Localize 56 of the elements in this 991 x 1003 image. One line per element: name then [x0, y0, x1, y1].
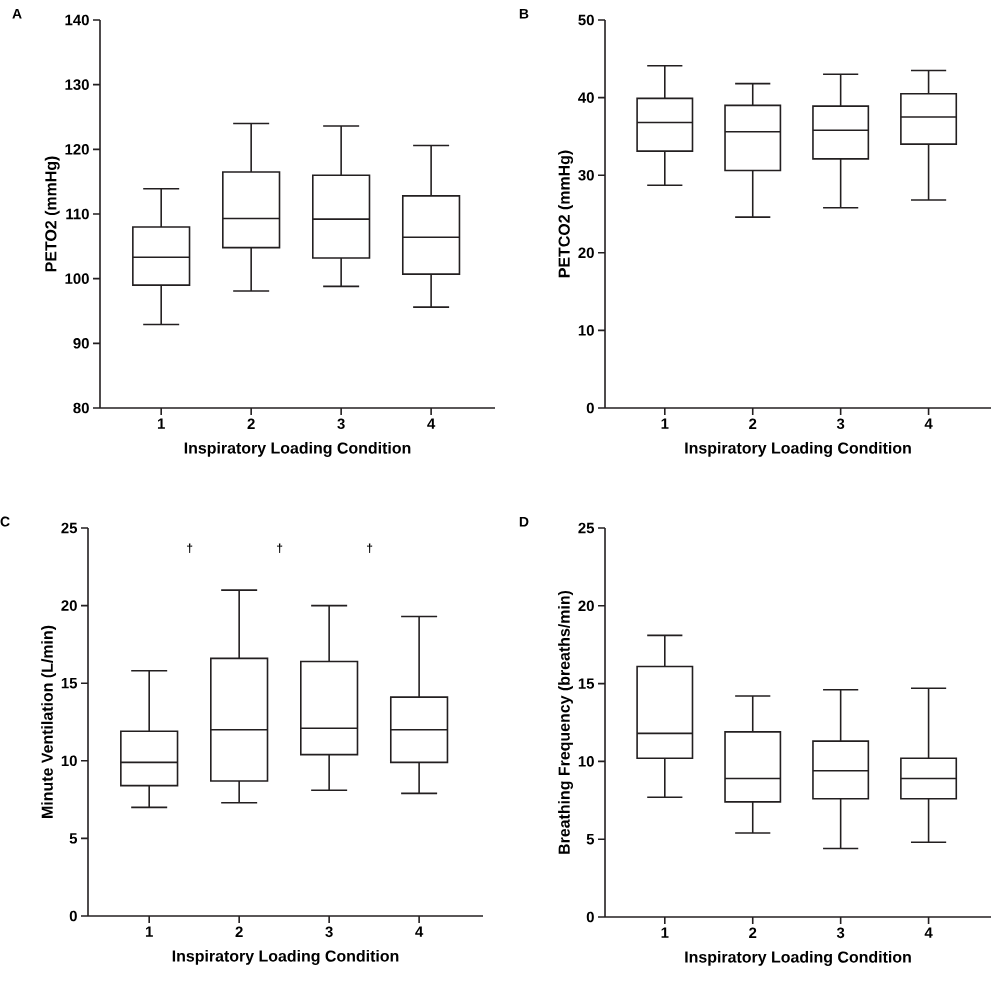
x-tick-label: 1 [145, 926, 153, 937]
x-axis-title: Inspiratory Loading Condition [172, 949, 399, 965]
y-tick-label: 30 [578, 169, 594, 181]
y-tick-label: 10 [578, 325, 594, 336]
x-axis-title: Inspiratory Loading Condition [685, 441, 911, 457]
y-tick-label: 0 [69, 910, 77, 922]
x-tick-label: 3 [325, 926, 333, 938]
y-tick-label: 15 [61, 677, 78, 689]
chart-title: C [0, 516, 10, 527]
y-tick-label: 20 [61, 600, 77, 611]
chart-title: A [12, 8, 22, 19]
y-tick-label: 0 [586, 402, 594, 414]
y-tick-label: 20 [578, 247, 594, 259]
y-tick-label: 5 [586, 833, 595, 845]
x-tick-label: 1 [157, 418, 165, 429]
annotation: † [187, 543, 193, 553]
y-tick-label: 80 [73, 402, 89, 414]
y-tick-label: 90 [73, 338, 89, 349]
y-tick-label: 40 [578, 92, 594, 103]
y-tick-label: 25 [578, 522, 595, 534]
y-tick-label: 15 [578, 678, 595, 689]
y-axis-title: PETCO2 (mmHg) [558, 150, 574, 278]
annotation: † [277, 543, 283, 553]
y-axis-title: PETO2 (mmHg) [44, 156, 60, 272]
y-tick-label: 20 [578, 600, 594, 612]
x-axis-title: Inspiratory Loading Condition [685, 950, 911, 966]
x-tick-label: 1 [661, 418, 669, 429]
y-tick-label: 0 [586, 911, 594, 923]
x-tick-label: 3 [836, 418, 845, 430]
x-tick-label: 2 [247, 418, 255, 429]
x-tick-label: 4 [415, 926, 424, 937]
x-tick-label: 3 [836, 927, 845, 939]
y-axis-title: Breathing Frequency (breaths/min) [558, 590, 574, 854]
y-tick-label: 10 [61, 755, 77, 767]
y-tick-label: 100 [65, 273, 89, 284]
y-tick-label: 5 [69, 833, 78, 844]
y-axis-title: Minute Ventilation (L/min) [41, 625, 57, 818]
y-tick-label: 120 [65, 144, 89, 155]
x-tick-label: 1 [661, 927, 669, 938]
chart-title: B [519, 8, 529, 19]
y-tick-label: 10 [578, 756, 594, 767]
x-tick-label: 3 [337, 418, 345, 430]
y-tick-label: 50 [578, 14, 594, 26]
chart-title: D [519, 516, 529, 527]
x-tick-label: 4 [924, 418, 933, 429]
x-axis-title: Inspiratory Loading Condition [184, 441, 411, 457]
x-tick-label: 2 [235, 926, 243, 937]
annotation: † [367, 543, 373, 553]
x-tick-label: 4 [427, 418, 436, 429]
x-tick-label: 2 [749, 418, 757, 429]
y-tick-label: 140 [65, 14, 89, 26]
x-tick-label: 2 [749, 927, 757, 938]
y-tick-label: 25 [61, 522, 78, 534]
x-tick-label: 4 [924, 927, 933, 938]
y-tick-label: 110 [66, 208, 89, 220]
y-tick-label: 130 [65, 79, 89, 90]
